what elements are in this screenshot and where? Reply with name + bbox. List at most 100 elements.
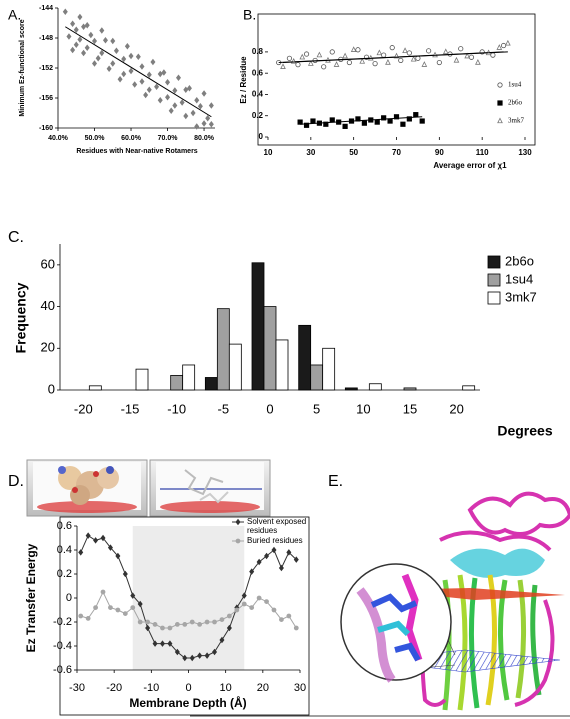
- point: [496, 44, 503, 50]
- x-tick-label: 10: [356, 401, 370, 416]
- point: [359, 57, 366, 64]
- trend-line: [282, 51, 508, 64]
- point: [77, 13, 83, 21]
- point: [189, 619, 195, 625]
- point: [167, 640, 173, 647]
- x-tick-label: 130: [518, 148, 532, 157]
- point: [194, 96, 200, 104]
- point: [182, 622, 188, 627]
- legend-label: 2b6o: [508, 99, 523, 107]
- point: [110, 60, 116, 67]
- point: [150, 58, 156, 66]
- point: [81, 49, 87, 57]
- point: [128, 52, 134, 60]
- point: [174, 622, 180, 627]
- point: [271, 607, 277, 613]
- point: [381, 115, 387, 121]
- point: [70, 46, 76, 54]
- point: [398, 57, 404, 64]
- x-tick-label: -30: [69, 682, 85, 694]
- point: [279, 617, 284, 622]
- point: [152, 622, 158, 627]
- bar: [88, 385, 102, 391]
- point: [310, 118, 316, 124]
- point: [278, 564, 284, 572]
- point: [280, 63, 286, 69]
- point: [183, 112, 189, 120]
- x-tick-label: -15: [121, 401, 140, 416]
- point: [323, 121, 329, 127]
- y-axis-label: Minimum Ez-functional score: [19, 19, 26, 116]
- bar: [263, 306, 277, 391]
- point: [194, 123, 200, 130]
- point: [333, 61, 340, 67]
- protein-structure: [340, 491, 570, 711]
- point: [73, 41, 79, 49]
- x-tick-label: 50.0%: [85, 135, 106, 142]
- point: [197, 102, 203, 110]
- point: [458, 46, 464, 52]
- point: [329, 49, 335, 55]
- point: [376, 49, 383, 56]
- point: [100, 589, 106, 595]
- point: [355, 47, 361, 53]
- membrane-image-right: [149, 459, 271, 517]
- point: [475, 59, 481, 65]
- x-axis-label: Average error of χ1: [433, 161, 507, 170]
- point: [145, 624, 151, 632]
- point: [70, 20, 76, 28]
- x-tick-label: 80.0%: [194, 135, 215, 142]
- point: [132, 81, 138, 88]
- legend-marker: [497, 117, 503, 124]
- point: [146, 86, 152, 94]
- point: [286, 613, 292, 619]
- x-tick-label: 70: [392, 148, 401, 157]
- legend-label: 2b6o: [505, 253, 534, 268]
- point: [342, 123, 348, 129]
- point: [102, 36, 108, 44]
- y-tick-label: 0.6: [252, 68, 264, 77]
- x-tick-label: -20: [74, 401, 93, 416]
- y-tick-label: -148: [39, 35, 53, 42]
- x-tick-label: 70.0%: [158, 135, 179, 142]
- point: [143, 91, 149, 99]
- point: [190, 109, 196, 117]
- bar: [298, 324, 312, 391]
- point: [179, 99, 185, 106]
- point: [93, 537, 99, 544]
- point: [303, 122, 310, 128]
- point: [421, 61, 428, 67]
- point: [464, 52, 471, 59]
- panel-d-frame: [59, 516, 310, 716]
- point: [402, 47, 408, 54]
- point: [436, 59, 442, 66]
- y-axis-label: Ez / Residue: [239, 56, 248, 104]
- membrane-image-left: [26, 459, 148, 517]
- bar: [251, 262, 265, 391]
- legend-label: 3mk7: [505, 289, 537, 304]
- point: [361, 120, 367, 126]
- point: [201, 90, 207, 97]
- point: [167, 625, 173, 631]
- point: [241, 592, 247, 599]
- y-tick-label: -0.6: [53, 664, 72, 676]
- point: [78, 549, 84, 556]
- point: [107, 544, 113, 551]
- point: [92, 60, 98, 67]
- x-tick-label: -5: [218, 401, 230, 416]
- bar: [182, 364, 196, 391]
- legend-label: Solvent exposed residues: [247, 517, 307, 535]
- point: [249, 568, 255, 575]
- x-tick-label: 0: [266, 401, 273, 416]
- y-tick-label: 0: [259, 132, 264, 141]
- legend-label: 1su4: [508, 81, 522, 89]
- point: [159, 640, 165, 647]
- point: [154, 83, 160, 91]
- x-tick-label: 50: [349, 148, 358, 157]
- point: [205, 114, 211, 122]
- point: [204, 652, 210, 659]
- point: [297, 119, 303, 125]
- y-tick-label: 40: [41, 298, 55, 313]
- bar: [275, 339, 289, 391]
- x-tick-label: -10: [143, 682, 159, 694]
